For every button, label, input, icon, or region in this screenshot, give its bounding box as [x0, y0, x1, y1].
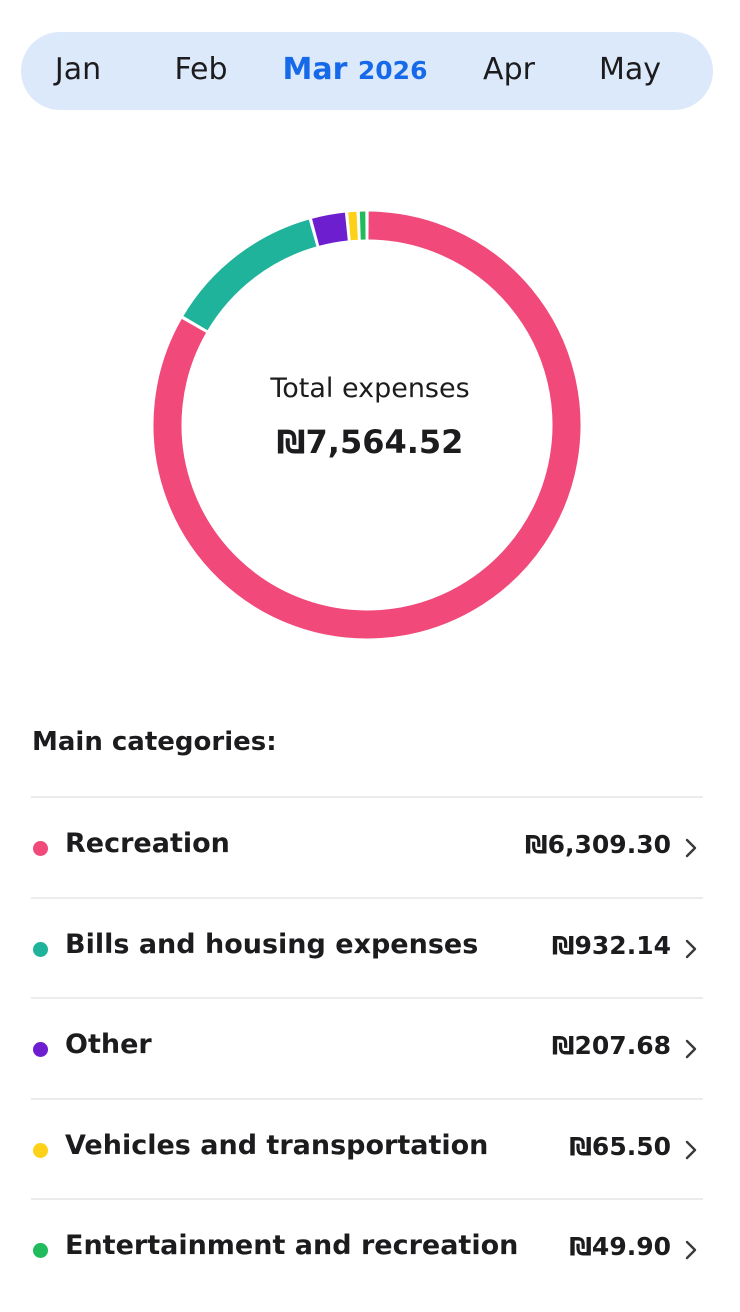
donut-slice-recreation — [153, 211, 581, 639]
category-name: Other — [65, 1029, 152, 1060]
category-row-bills-housing[interactable]: Bills and housing expenses ₪932.14 — [31, 896, 703, 998]
month-tab-mar-year: 2026 — [357, 56, 428, 85]
chevron-right-icon — [685, 1140, 697, 1159]
month-tab-jan[interactable]: Jan — [54, 52, 102, 87]
expenses-donut-chart: Total expenses ₪7,564.52 — [0, 195, 740, 655]
category-row-vehicles-transportation[interactable]: Vehicles and transportation ₪65.50 — [31, 1097, 703, 1199]
category-amount: ₪6,309.30 — [525, 830, 671, 859]
month-tab-mar[interactable]: Mar 2026 — [283, 32, 428, 110]
total-expenses-label: Total expenses — [270, 373, 470, 404]
category-name: Entertainment and recreation — [65, 1230, 519, 1261]
donut-svg — [153, 211, 581, 639]
section-title: Main categories: — [32, 727, 277, 757]
category-dot-icon — [33, 1243, 48, 1258]
category-amount: ₪207.68 — [551, 1031, 671, 1060]
category-name: Recreation — [65, 828, 230, 859]
total-expenses-amount: ₪7,564.52 — [276, 423, 464, 461]
category-row-entertainment-recreation[interactable]: Entertainment and recreation ₪49.90 — [31, 1198, 703, 1299]
category-list: Recreation ₪6,309.30 Bills and housing e… — [31, 796, 703, 1299]
donut-slice-bills-and-housing-expenses — [183, 219, 317, 331]
category-dot-icon — [33, 941, 48, 957]
category-name: Vehicles and transportation — [65, 1129, 489, 1161]
category-row-recreation[interactable]: Recreation ₪6,309.30 — [31, 796, 703, 897]
category-amount: ₪49.90 — [569, 1232, 671, 1261]
chevron-right-icon — [685, 1039, 697, 1059]
category-dot-icon — [33, 1042, 48, 1057]
chevron-right-icon — [685, 939, 697, 958]
category-row-other[interactable]: Other ₪207.68 — [31, 997, 703, 1098]
month-tab-apr[interactable]: Apr — [483, 52, 535, 87]
month-tab-feb[interactable]: Feb — [174, 52, 228, 87]
category-dot-icon — [33, 841, 48, 856]
category-dot-icon — [33, 1142, 48, 1158]
month-tab-may[interactable]: May — [598, 52, 662, 87]
category-name: Bills and housing expenses — [65, 928, 479, 960]
category-amount: ₪932.14 — [551, 930, 671, 960]
donut-slice-vehicles-and-transportation — [348, 211, 358, 241]
category-amount: ₪65.50 — [569, 1131, 671, 1161]
chevron-right-icon — [685, 1240, 697, 1260]
donut-slice-other — [312, 212, 349, 246]
month-tab-mar-label: Mar — [282, 52, 348, 87]
chevron-right-icon — [685, 838, 697, 858]
month-selector: Jan Feb Mar 2026 Apr May — [21, 32, 713, 110]
